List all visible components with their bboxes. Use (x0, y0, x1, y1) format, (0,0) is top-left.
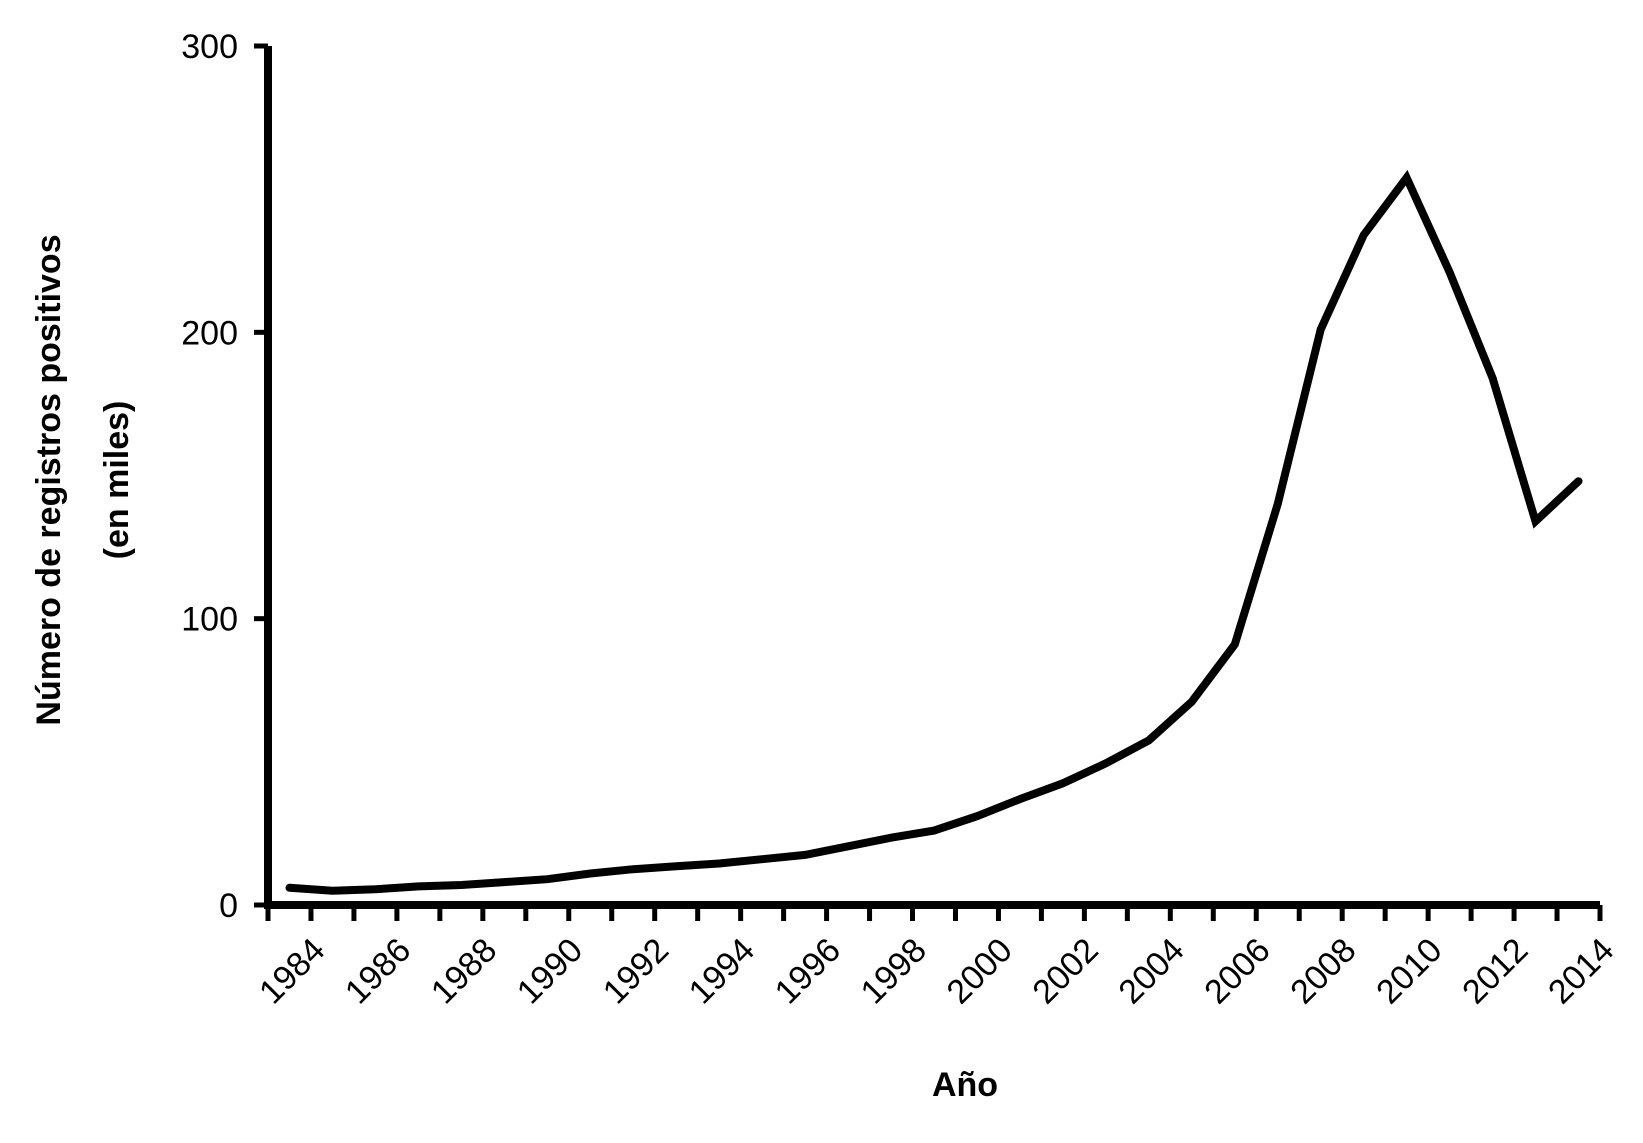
x-tick-label: 1988 (424, 931, 504, 1011)
series-line (285, 169, 1583, 895)
x-tick-label: 2008 (1283, 931, 1363, 1011)
y-tick-label: 300 (181, 28, 238, 66)
y-axis-title-line-2: (en miles) (98, 401, 136, 560)
y-tick-label: 100 (181, 601, 238, 639)
x-tick-label: 1998 (854, 931, 934, 1011)
x-tick-label: 1996 (768, 931, 848, 1011)
x-tick-label: 2006 (1197, 931, 1277, 1011)
y-tick-label: 0 (219, 887, 238, 925)
y-axis-title: Número de registros positivos (en miles) (30, 234, 136, 725)
y-tick-label: 200 (181, 314, 238, 352)
x-tick-label: 1986 (338, 931, 418, 1011)
x-tick-label: 2010 (1369, 931, 1449, 1011)
x-tick-label: 1992 (596, 931, 676, 1011)
axes (264, 46, 1600, 909)
x-tick-label: 2002 (1025, 931, 1105, 1011)
x-tick-label: 2014 (1541, 931, 1621, 1011)
y-axis-ticks: 0 100 200 300 (181, 28, 268, 925)
x-tick-label: 2012 (1455, 931, 1535, 1011)
x-tick-label: 1994 (682, 931, 762, 1011)
x-tick-label: 1984 (252, 931, 332, 1011)
x-tick-label: 2004 (1111, 931, 1191, 1011)
x-tick-label: 2000 (940, 931, 1020, 1011)
x-tick-label: 1990 (510, 931, 590, 1011)
series (285, 169, 1583, 895)
x-axis-ticks: 1984 1986 1988 1990 1992 1994 1996 1998 2000 2002… (252, 905, 1621, 1011)
y-axis-title-line-1: Número de registros positivos (30, 234, 68, 725)
x-axis-title: Año (932, 1066, 998, 1104)
